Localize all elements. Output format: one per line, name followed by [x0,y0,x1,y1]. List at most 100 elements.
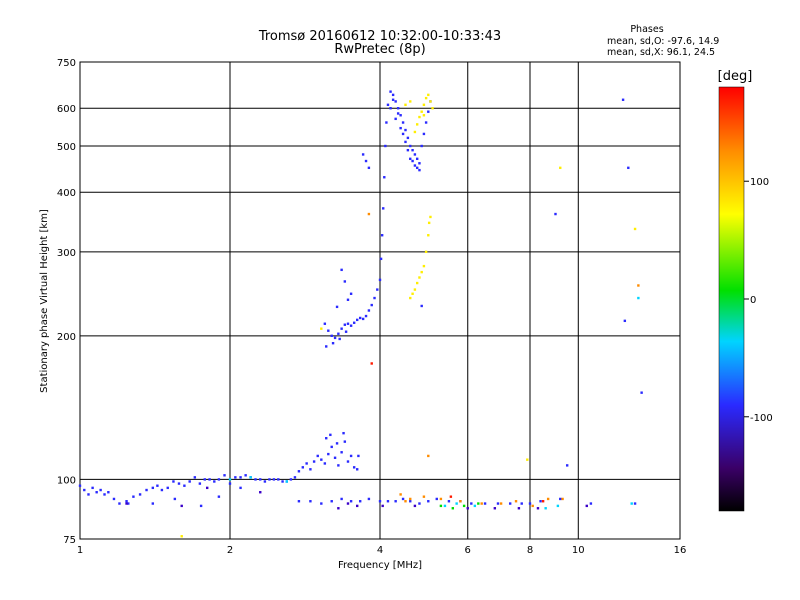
data-point [151,486,155,490]
data-point [346,502,350,505]
data-point [496,502,500,505]
data-point [335,305,339,309]
chart-title: Tromsø 20160612 10:32:00-10:33:43 [258,29,501,44]
data-point [338,337,341,341]
data-point [364,159,368,163]
data-point [401,497,405,501]
data-point [309,468,312,471]
data-point [381,504,384,508]
data-point [305,462,308,465]
x-tick-label: 1 [77,545,83,556]
data-point [316,454,319,458]
data-point [415,157,419,161]
data-point [323,462,327,465]
data-point [378,278,382,282]
data-point [470,502,473,505]
data-point [406,148,410,152]
data-point [404,140,407,144]
data-point [239,486,242,490]
data-point [213,480,216,483]
data-point [337,332,340,335]
data-point [429,215,432,219]
y-tick-label: 100 [57,475,76,486]
data-point [399,493,402,496]
data-point [370,303,373,307]
data-points [78,90,643,538]
data-point [561,497,564,501]
data-point [413,164,417,167]
data-point [477,502,480,505]
data-point [483,502,487,505]
data-point [621,98,625,101]
data-point [325,437,328,440]
data-point [352,321,356,324]
data-point [346,460,350,463]
data-point [301,466,305,469]
data-point [112,497,116,501]
data-point [333,456,337,459]
data-point [268,478,271,481]
data-point [546,497,550,501]
data-point [344,330,348,333]
colorbar-tick-label: 0 [750,295,756,306]
data-point [297,470,301,473]
x-tick-label: 16 [674,545,687,556]
data-point [352,466,356,469]
data-point [466,507,469,510]
data-point [239,476,242,479]
data-point [439,504,443,508]
data-point [531,504,534,508]
data-point [320,458,323,461]
data-point [565,464,569,467]
data-point [394,500,397,503]
data-point [370,362,373,365]
data-point [259,478,262,481]
data-point [331,341,335,345]
data-point [420,270,423,274]
data-point [459,500,462,503]
data-point [384,144,387,148]
data-point [589,502,593,505]
data-point [312,460,316,463]
data-point [234,476,237,479]
data-point [514,500,518,503]
data-point [447,500,451,503]
data-point [404,128,407,132]
data-point [541,500,545,503]
data-point [107,491,110,494]
y-axis-label: Stationary phase Virtual Height [km] [39,209,50,393]
data-point [409,100,412,103]
data-point [404,500,407,503]
data-point [413,153,417,156]
data-point [367,166,371,170]
grid-lines [80,62,680,539]
data-point [422,114,426,117]
data-point [340,497,343,501]
data-point [422,103,426,107]
y-tick-label: 300 [57,248,76,259]
data-point [337,507,340,510]
data-point [376,288,379,291]
data-point [411,292,414,295]
data-point [373,296,376,300]
data-point [378,500,382,503]
data-point [418,168,421,172]
data-point [480,502,483,505]
data-point [125,500,128,503]
data-point [517,507,521,510]
data-point [389,107,392,110]
data-point [272,478,276,481]
data-point [361,317,365,321]
colorbar-tick-label: 100 [750,177,769,188]
data-point [340,451,343,454]
data-point [358,500,362,503]
data-point [401,132,405,136]
colorbar [718,86,745,512]
data-point [329,433,332,437]
data-point [623,319,627,323]
data-point [355,504,359,508]
data-point [443,504,447,508]
data-point [473,504,477,508]
data-point [349,292,353,295]
data-point [493,507,497,510]
